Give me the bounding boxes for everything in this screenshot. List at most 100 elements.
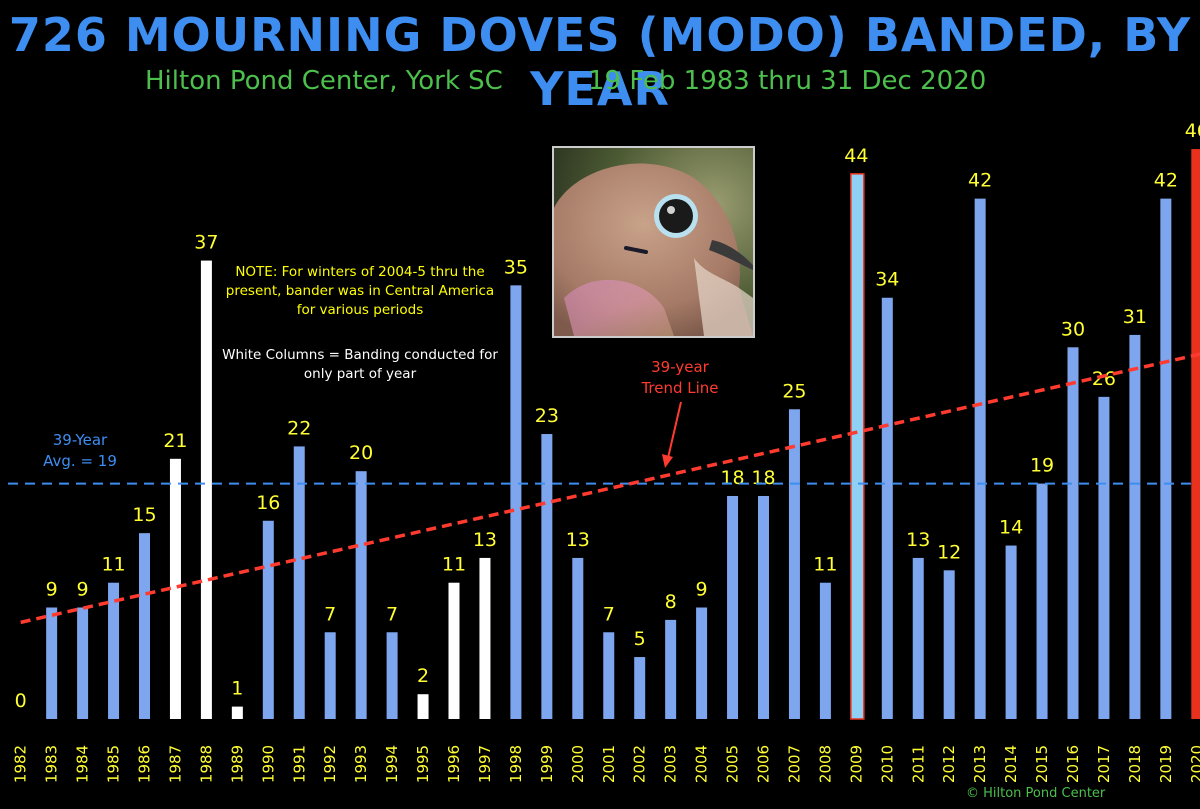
bar-2010 bbox=[881, 297, 893, 719]
bar-2009 bbox=[850, 173, 865, 720]
bar-2018 bbox=[1129, 334, 1141, 719]
bar-2004 bbox=[696, 607, 708, 719]
value-label-1993: 20 bbox=[349, 442, 373, 464]
year-label-2000: 2000 bbox=[569, 745, 587, 783]
trend-label-line1: 39-year bbox=[651, 358, 709, 376]
bar-2002 bbox=[634, 657, 646, 719]
value-label-2011: 13 bbox=[906, 529, 930, 551]
bar-1995 bbox=[417, 694, 429, 719]
bar-1989 bbox=[231, 706, 243, 719]
year-label-2009: 2009 bbox=[847, 745, 865, 783]
year-label-2011: 2011 bbox=[909, 745, 927, 783]
year-label-2001: 2001 bbox=[600, 745, 618, 783]
year-label-2008: 2008 bbox=[816, 745, 834, 783]
year-label-1983: 1983 bbox=[43, 745, 61, 783]
year-label-1987: 1987 bbox=[166, 745, 184, 783]
year-label-1986: 1986 bbox=[136, 745, 154, 783]
value-label-2013: 42 bbox=[968, 170, 992, 192]
bars-group bbox=[46, 149, 1200, 720]
average-label-line1: 39-Year bbox=[52, 431, 108, 449]
year-label-2006: 2006 bbox=[755, 745, 773, 783]
value-label-1988: 37 bbox=[194, 232, 218, 254]
value-label-1994: 7 bbox=[386, 603, 398, 625]
year-label-2017: 2017 bbox=[1095, 745, 1113, 783]
value-label-2016: 30 bbox=[1061, 318, 1085, 340]
bar-1985 bbox=[108, 582, 120, 719]
year-label-2005: 2005 bbox=[724, 745, 742, 783]
bar-2016 bbox=[1067, 347, 1079, 719]
year-label-1995: 1995 bbox=[414, 745, 432, 783]
value-label-2017: 26 bbox=[1092, 368, 1116, 390]
bar-2006 bbox=[758, 495, 769, 719]
year-label-2014: 2014 bbox=[1002, 745, 1020, 783]
value-label-2018: 31 bbox=[1123, 306, 1147, 328]
year-label-1985: 1985 bbox=[105, 745, 123, 783]
value-label-2003: 8 bbox=[665, 591, 677, 613]
bar-1988 bbox=[200, 260, 212, 719]
bar-2019 bbox=[1160, 198, 1172, 719]
year-label-2012: 2012 bbox=[940, 745, 958, 783]
year-label-1997: 1997 bbox=[476, 745, 494, 783]
year-label-1984: 1984 bbox=[74, 745, 92, 783]
value-label-2020: 46 bbox=[1185, 120, 1200, 142]
year-label-1998: 1998 bbox=[507, 745, 525, 783]
bar-2013 bbox=[974, 198, 986, 719]
bar-2008 bbox=[819, 582, 831, 719]
value-label-2007: 25 bbox=[782, 380, 806, 402]
value-label-1997: 13 bbox=[473, 529, 497, 551]
year-label-2002: 2002 bbox=[631, 745, 649, 783]
trend-arrow-head bbox=[662, 454, 673, 468]
trend-line bbox=[20, 352, 1200, 625]
year-label-2010: 2010 bbox=[878, 745, 896, 783]
year-label-2020: 2020 bbox=[1188, 745, 1200, 783]
bar-1991 bbox=[293, 446, 305, 719]
value-label-1996: 11 bbox=[442, 554, 466, 576]
year-label-2016: 2016 bbox=[1064, 745, 1082, 783]
trend-arrow bbox=[662, 401, 682, 468]
year-label-1982: 1982 bbox=[12, 745, 30, 783]
copyright: © Hilton Pond Center bbox=[966, 786, 1106, 801]
bar-2000 bbox=[572, 557, 584, 719]
year-label-1990: 1990 bbox=[259, 745, 277, 783]
value-label-1991: 22 bbox=[287, 417, 311, 439]
bar-1986 bbox=[139, 533, 150, 719]
value-label-2014: 14 bbox=[999, 517, 1023, 539]
value-label-1989: 1 bbox=[231, 678, 243, 700]
bar-2001 bbox=[603, 632, 615, 719]
year-label-2013: 2013 bbox=[971, 745, 989, 783]
value-label-1985: 11 bbox=[101, 554, 125, 576]
bar-2011 bbox=[912, 557, 924, 719]
average-label-line2: Avg. = 19 bbox=[43, 452, 117, 470]
value-label-1984: 9 bbox=[77, 578, 89, 600]
chart-subtitle-dates: 19 Feb 1983 thru 31 Dec 2020 bbox=[588, 66, 987, 96]
bar-2003 bbox=[665, 619, 677, 719]
year-label-1994: 1994 bbox=[383, 745, 401, 783]
year-label-2018: 2018 bbox=[1126, 745, 1144, 783]
value-label-2002: 5 bbox=[634, 628, 646, 650]
bar-1997 bbox=[479, 557, 491, 719]
year-label-1996: 1996 bbox=[445, 745, 463, 783]
year-label-1989: 1989 bbox=[228, 745, 246, 783]
value-label-2008: 11 bbox=[813, 554, 837, 576]
year-label-1988: 1988 bbox=[197, 745, 215, 783]
bar-2020 bbox=[1191, 149, 1200, 719]
bar-1993 bbox=[355, 471, 367, 719]
year-label-2004: 2004 bbox=[693, 745, 711, 783]
value-label-2015: 19 bbox=[1030, 455, 1054, 477]
bar-1987 bbox=[169, 458, 181, 719]
value-label-2009: 44 bbox=[844, 145, 868, 167]
trend-arrow-shaft bbox=[667, 401, 682, 459]
value-label-1990: 16 bbox=[256, 492, 280, 514]
chart-title: 726 MOURNING DOVES (MODO) BANDED, BY YEA… bbox=[8, 8, 1192, 116]
year-label-2007: 2007 bbox=[785, 745, 803, 783]
value-label-2006: 18 bbox=[751, 467, 775, 489]
bar-2005 bbox=[727, 495, 739, 719]
value-label-1992: 7 bbox=[324, 603, 336, 625]
value-label-2001: 7 bbox=[603, 603, 615, 625]
average-label: 39-Year Avg. = 19 bbox=[30, 430, 130, 472]
year-label-1999: 1999 bbox=[538, 745, 556, 783]
bar-1996 bbox=[448, 582, 460, 719]
bar-1984 bbox=[77, 607, 89, 719]
value-label-2004: 9 bbox=[696, 578, 708, 600]
